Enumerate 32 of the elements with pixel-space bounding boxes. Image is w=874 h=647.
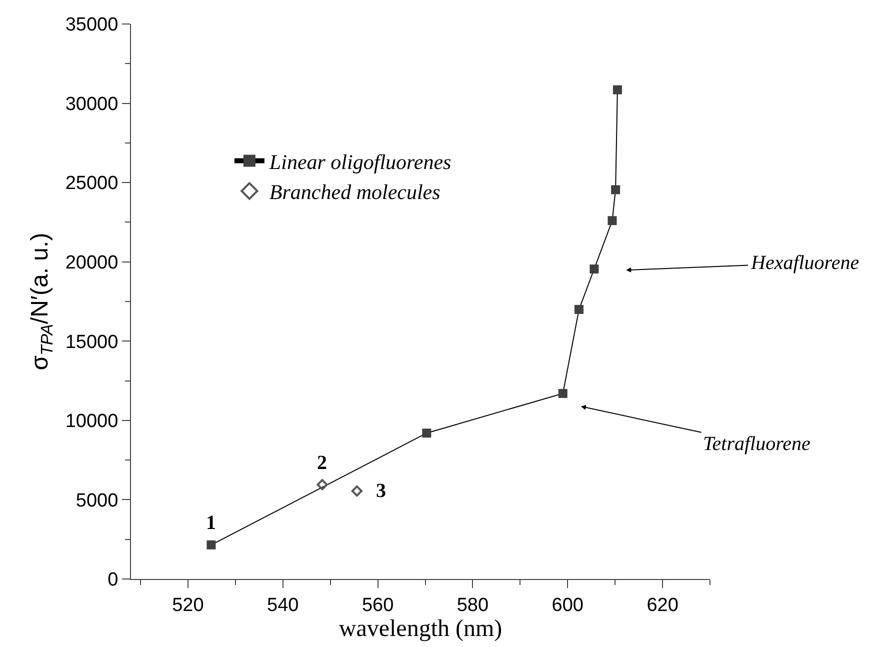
x-tick-label: 580 — [456, 594, 489, 616]
point — [608, 216, 617, 226]
point — [206, 540, 216, 550]
legend-label: Linear oligofluorenes — [268, 150, 452, 174]
point — [590, 264, 599, 274]
x-tick-label: 560 — [362, 594, 394, 616]
point — [422, 428, 432, 438]
y-tick-label: 25000 — [65, 173, 118, 194]
text: Hexafluorene — [750, 252, 860, 274]
y-tick-label: 10000 — [65, 411, 118, 432]
point — [574, 304, 584, 314]
point — [612, 85, 622, 94]
x-tick-label: 520 — [172, 594, 204, 616]
annotation: 2 — [317, 452, 327, 474]
y-tick-label: 15000 — [65, 332, 118, 353]
y-tick-label: 0 — [108, 570, 118, 591]
y-tick-label: 5000 — [76, 490, 118, 512]
y-tick-label: 20000 — [65, 252, 118, 274]
point — [611, 185, 620, 194]
x-axis-title: wavelength (nm) — [338, 616, 502, 642]
x-tick-label: 600 — [552, 594, 584, 616]
x-tick-label: 540 — [267, 594, 299, 616]
annotation: 3 — [376, 480, 386, 502]
x-tick-label: 620 — [646, 594, 678, 616]
point — [558, 388, 568, 398]
annotation: 1 — [206, 512, 216, 534]
y-tick-label: 35000 — [65, 14, 118, 36]
y-tick-label: 30000 — [65, 94, 118, 115]
annotation: Tetrafluorene — [703, 433, 811, 455]
legend-label: Branched molecules — [269, 180, 440, 204]
point — [351, 485, 362, 497]
point — [316, 479, 328, 490]
